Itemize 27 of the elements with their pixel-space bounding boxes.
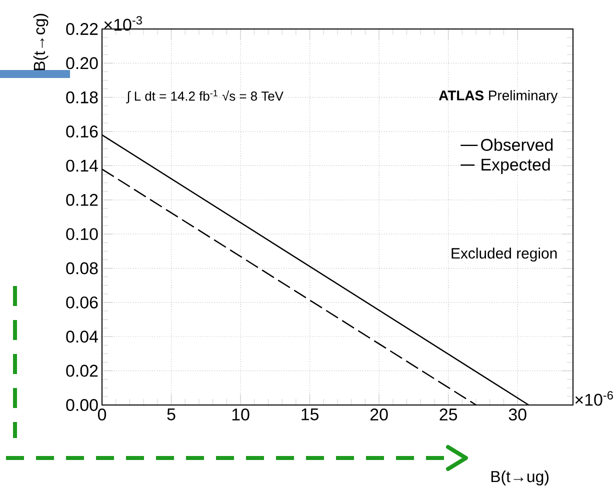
annotation: ATLAS Preliminary bbox=[438, 90, 558, 104]
x-tick-label: 5 bbox=[167, 408, 176, 420]
y-tick-label: 0.04 bbox=[66, 330, 98, 343]
annotation: Excluded region bbox=[452, 248, 557, 262]
y-tick-label: 0.10 bbox=[66, 228, 98, 240]
y-tick-label: 0.12 bbox=[66, 194, 98, 206]
y-tick-label: 0.08 bbox=[66, 262, 98, 274]
legend-label: Expected bbox=[482, 158, 550, 174]
y-axis-title: B(t→cg) bbox=[33, 14, 48, 70]
annotation: ∫ L dt = 14.2 fb$^{-1}$ √s = 8 TeV bbox=[126, 90, 284, 104]
x-tick-label: 20 bbox=[370, 408, 388, 421]
y-tick-label: 0.00 bbox=[66, 399, 98, 412]
y-tick-label: 0.20 bbox=[66, 57, 98, 70]
y-tick-label: 0.22 bbox=[66, 23, 98, 36]
x-axis-title: B(t→ug) bbox=[491, 470, 548, 486]
x-tick-label: 15 bbox=[302, 408, 318, 420]
x-tick-label: 25 bbox=[440, 408, 458, 421]
text: ×10$^{-6}$ bbox=[575, 391, 613, 406]
x-tick-label: 10 bbox=[232, 408, 250, 421]
legend-label: Observed bbox=[481, 138, 553, 152]
x-tick-label: 30 bbox=[508, 408, 526, 421]
y-tick-label: 0.18 bbox=[66, 92, 98, 104]
y-tick-label: 0.14 bbox=[66, 160, 98, 172]
y-tick-label: 0.02 bbox=[66, 364, 98, 377]
x-tick-label: 0 bbox=[98, 408, 106, 421]
y-tick-label: 0.16 bbox=[66, 126, 98, 138]
y-tick-label: 0.06 bbox=[66, 296, 98, 309]
